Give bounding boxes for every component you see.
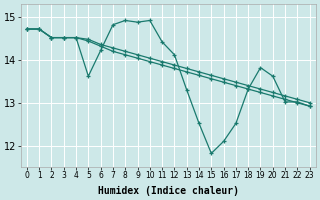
X-axis label: Humidex (Indice chaleur): Humidex (Indice chaleur) xyxy=(98,186,239,196)
